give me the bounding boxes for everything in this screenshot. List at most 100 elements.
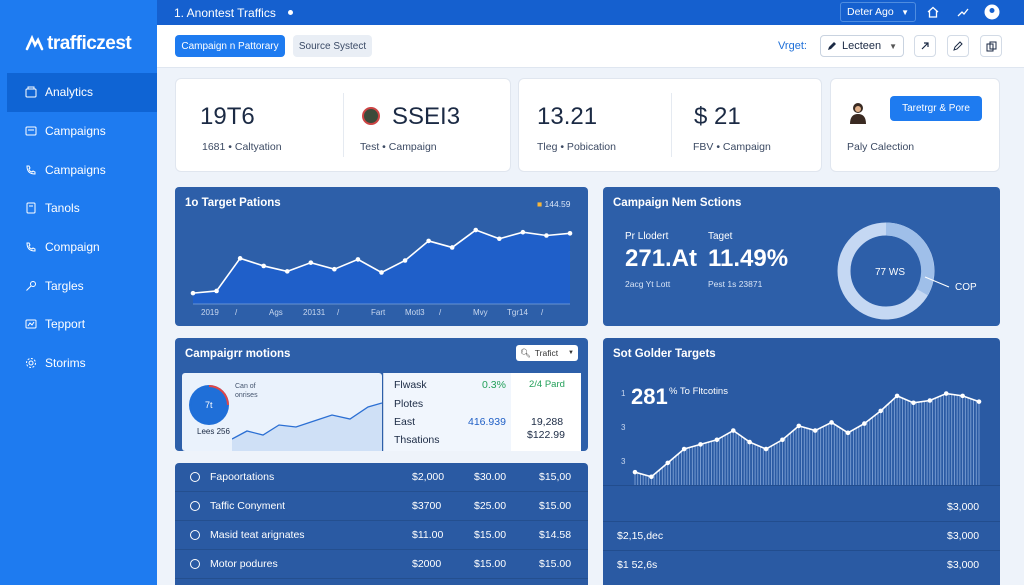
chevron-down-icon: ▼ bbox=[901, 7, 909, 17]
data-point bbox=[497, 236, 502, 242]
x-tick-label: / bbox=[541, 308, 544, 317]
data-point bbox=[402, 258, 408, 263]
table-row[interactable]: Masid teat arignates $11.00 $15.00 $14.5… bbox=[175, 521, 588, 550]
sidebar-item-campaigns[interactable]: Campaigns bbox=[7, 112, 157, 151]
pie-caption: Can of bbox=[235, 383, 256, 390]
trend-icon[interactable] bbox=[955, 4, 971, 20]
campaign-motions-panel: Campaigrr motions 🔍︎ Trafict ▼ 7t Can of o… bbox=[175, 338, 588, 451]
app-logo[interactable]: trafficzest bbox=[24, 33, 132, 55]
user-avatar-icon[interactable] bbox=[984, 4, 1000, 20]
cell-a: $3700 bbox=[412, 500, 442, 512]
sidebar-item-campaigns-2[interactable]: Campaigns bbox=[7, 150, 157, 189]
target-button[interactable]: Taretrgr & Pore bbox=[890, 96, 982, 121]
data-point bbox=[237, 256, 243, 261]
series-line bbox=[634, 392, 980, 478]
cell-c: $15,00 bbox=[539, 471, 572, 483]
sidebar-item-tanols[interactable]: Tanols bbox=[7, 189, 157, 228]
x-tick-label: Motl3 bbox=[405, 308, 425, 317]
chart-legend: ■ 144.59 bbox=[537, 199, 571, 209]
sidebar-item-label: Campaigns bbox=[45, 124, 106, 139]
home-icon[interactable] bbox=[925, 4, 941, 20]
sidebar-item-label: Targles bbox=[45, 278, 84, 293]
divider bbox=[603, 550, 1000, 551]
row-name: Fapoortations bbox=[210, 471, 275, 483]
date-range-select[interactable]: Deter Ago ▼ bbox=[840, 2, 916, 22]
stat-value: 11.49% bbox=[708, 245, 789, 272]
data-point bbox=[845, 430, 851, 436]
motions-filter-select[interactable]: 🔍︎ Trafict ▼ bbox=[516, 345, 578, 361]
data-point bbox=[473, 227, 479, 233]
cell-c: $15.00 bbox=[539, 558, 572, 570]
kpi-value: SSEI3 bbox=[392, 103, 461, 130]
row-value: $122.99 bbox=[527, 429, 565, 441]
cell-b: $25.00 bbox=[474, 500, 507, 512]
area-chart: 2019 / Ags 20131 / Fart Motl3 / Mvy Tgr14 / bbox=[190, 227, 573, 317]
person-icon bbox=[850, 103, 866, 124]
view-select[interactable]: Lecteen ▼ bbox=[820, 35, 904, 57]
panel-title: Campaign Nem Sctions bbox=[613, 197, 742, 209]
edit-icon[interactable] bbox=[947, 35, 969, 57]
x-tick-label: Tgr14 bbox=[507, 308, 528, 317]
table-row[interactable]: Taffic Conyment $3700 $25.00 $15.00 bbox=[175, 492, 588, 521]
panel-title: Campaigrr motions bbox=[185, 348, 291, 360]
source-tab-button[interactable]: Source Systect bbox=[293, 35, 372, 57]
view-label: Vrget: bbox=[778, 40, 807, 52]
sidebar-item-label: Tanols bbox=[45, 201, 80, 216]
chevron-down-icon: ▼ bbox=[889, 41, 897, 51]
x-tick-label: 20131 bbox=[303, 308, 326, 317]
row-value: 0.3% bbox=[482, 379, 506, 391]
copy-icon[interactable] bbox=[980, 35, 1002, 57]
data-point bbox=[960, 393, 965, 399]
data-point bbox=[544, 233, 549, 238]
sidebar-item-compaign[interactable]: Compaign bbox=[7, 228, 157, 267]
donut-chart bbox=[837, 222, 950, 320]
radio-icon[interactable] bbox=[190, 559, 200, 569]
cell-c: $15.00 bbox=[539, 500, 572, 512]
x-tick-label: 2019 bbox=[201, 308, 219, 317]
kpi-label: Paly Calection bbox=[847, 141, 915, 153]
table-row[interactable]: Motor podures $2000 $15.00 $15.00 bbox=[175, 550, 588, 579]
y-tick-label: 1 bbox=[621, 389, 626, 398]
data-point bbox=[426, 238, 431, 244]
sidebar-nav: Analytics Campaigns Campaigns Tanols Com… bbox=[7, 73, 157, 383]
pie-label: 7t bbox=[205, 400, 213, 410]
status-dot bbox=[287, 10, 293, 15]
date-range-value: Deter Ago bbox=[847, 6, 894, 18]
data-point bbox=[829, 420, 834, 425]
sidebar-item-tepport[interactable]: Tepport bbox=[7, 305, 157, 344]
row-name: Thsations bbox=[394, 434, 440, 446]
table-row[interactable]: Fapoortations $2,000 $30.00 $15,00 bbox=[175, 463, 588, 492]
data-point bbox=[681, 446, 687, 452]
data-point bbox=[763, 446, 769, 452]
app-name: trafficzest bbox=[47, 33, 132, 54]
cell-a: $2,000 bbox=[412, 471, 445, 483]
pie-bottom-label: Lees 256 bbox=[197, 427, 230, 436]
data-point bbox=[520, 229, 526, 235]
data-point bbox=[308, 260, 314, 265]
export-icon[interactable] bbox=[914, 35, 936, 57]
sidebar-item-analytics[interactable]: Analytics bbox=[7, 73, 157, 112]
callout-value: 281 bbox=[631, 384, 668, 409]
donut-center-label: 77 WS bbox=[875, 267, 906, 278]
sidebar-item-storims[interactable]: Storims bbox=[7, 344, 157, 383]
sidebar-item-targles[interactable]: Targles bbox=[7, 266, 157, 305]
y-tick-label: 3 bbox=[621, 457, 626, 466]
campaign-cost-table: Fapoortations $2,000 $30.00 $15,00 Taffi… bbox=[175, 463, 588, 585]
campaign-tab-button[interactable]: Campaign n Pattorary bbox=[175, 35, 285, 57]
data-point bbox=[730, 428, 736, 433]
pie-chart bbox=[189, 385, 229, 425]
data-point bbox=[714, 437, 720, 443]
sidebar-item-label: Tepport bbox=[45, 317, 86, 332]
radio-icon[interactable] bbox=[190, 501, 200, 511]
radio-icon[interactable] bbox=[190, 472, 200, 482]
row-name: East bbox=[394, 416, 416, 428]
document-icon bbox=[26, 202, 36, 214]
view-select-value: Lecteen bbox=[842, 40, 882, 52]
row-value: 2/4 Pard bbox=[529, 379, 565, 390]
sidebar-item-label: Campaigns bbox=[45, 162, 106, 177]
radio-icon[interactable] bbox=[190, 530, 200, 540]
cell-c: $14.58 bbox=[539, 529, 572, 541]
sidebar-item-label: Storims bbox=[45, 356, 86, 371]
select-value: Trafict bbox=[534, 348, 559, 358]
data-point bbox=[284, 269, 290, 274]
